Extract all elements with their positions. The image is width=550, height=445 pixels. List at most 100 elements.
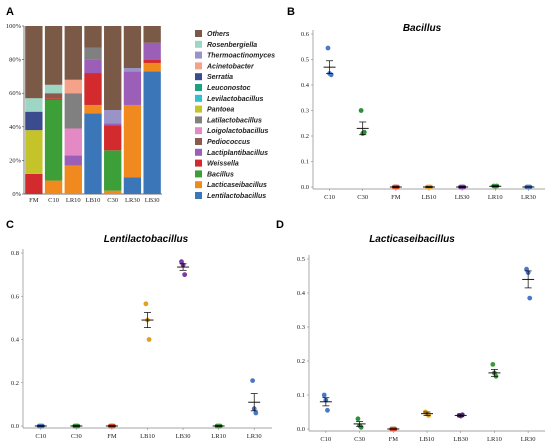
data-point (250, 378, 256, 383)
bar-segment (104, 150, 122, 191)
legend-swatch (195, 30, 202, 37)
legend-label: Lacticaseibacillus (207, 182, 267, 189)
bar-segment (25, 130, 43, 174)
scatter-plot-lacticaseibacillus: Lacticaseibacillus 0.0 0.1 0.2 0.3 0.4 0.5 C10… (297, 234, 545, 443)
y-tick-label: 0.6 (11, 293, 20, 300)
bar-segment (44, 84, 63, 94)
legend-label: Pediococcus (207, 139, 250, 146)
x-tick-label: FM (391, 194, 401, 201)
legend-label: Lentilactobacillus (207, 193, 266, 200)
bar-segment (143, 26, 161, 43)
data-point (143, 301, 149, 307)
legend-label: Rosenbergiella (207, 42, 257, 49)
bar-segment (64, 155, 82, 166)
scatter-plot-body: 0.0 0.1 0.2 0.3 0.4 0.5 0.6 C10 C30 FM LB10 LB30 LR1… (301, 30, 545, 201)
legend-swatch (195, 94, 202, 102)
data-point (527, 295, 533, 301)
data-point (146, 337, 152, 342)
legend-swatch (195, 127, 202, 135)
bar-segment (123, 68, 142, 72)
bar-segment (64, 93, 82, 129)
x-tick-label: LB30 (176, 433, 191, 440)
x-tick-label: LR10 (211, 433, 226, 440)
bar-segment (84, 73, 102, 105)
x-tick-label: LB10 (140, 433, 155, 440)
bar-segment (104, 123, 122, 126)
legend-swatch (195, 159, 202, 167)
y-tick-label: 0.2 (301, 133, 309, 140)
bar-chart-axis: 0% 20% 40% 60% 80% 100% FM C10 LR10 LB10 C30 LR30 LB… (6, 23, 162, 204)
x-tick-label: C10 (35, 433, 46, 440)
legend-label: Weissella (207, 161, 239, 168)
bar-segment (143, 42, 161, 60)
plot-title-bacillus: Bacillus (403, 23, 442, 34)
bar-segment (84, 26, 102, 48)
bar-segment (104, 190, 122, 194)
data-point (459, 412, 465, 418)
legend-swatch (195, 116, 202, 124)
y-tick-label: 0.0 (301, 184, 309, 191)
panel-letter-d: D (276, 219, 284, 231)
panel-letter-c: C (6, 219, 14, 231)
x-tick-label: C30 (107, 197, 118, 204)
bar-segment (84, 47, 102, 60)
bar-segment (25, 173, 43, 194)
bar-segment (64, 79, 82, 94)
y-tick-label: 60% (9, 90, 22, 97)
x-tick-label: C30 (357, 194, 368, 201)
bar-segment (84, 104, 102, 114)
data-point (490, 362, 496, 367)
x-tick-label: FM (29, 197, 39, 204)
y-tick-label: 40% (9, 124, 22, 131)
bar-chart-bars (25, 26, 161, 194)
x-tick-label: LR30 (521, 194, 536, 201)
x-tick-label: LB30 (455, 194, 470, 201)
legend-swatch (195, 84, 202, 91)
x-tick-label: LR30 (125, 197, 140, 204)
legend-swatch (195, 148, 202, 156)
bar-chart-legend: Others Rosenbergiella Thermoactinomyces Aci… (195, 30, 275, 200)
bar-segment (104, 26, 122, 110)
bar-segment (123, 26, 142, 68)
legend-label: Pantoea (207, 107, 234, 114)
x-tick-label: FM (107, 433, 117, 440)
bar-segment (84, 59, 102, 74)
legend-swatch (195, 62, 202, 70)
y-tick-label: 0.0 (11, 423, 19, 430)
legend-label: Thermoactinomyces (207, 53, 275, 60)
legend-swatch (195, 51, 202, 59)
y-tick-label: 0.4 (11, 337, 20, 344)
data-point (182, 272, 188, 278)
y-tick-label: 0.1 (297, 392, 305, 399)
scatter-plot-bacillus: Bacillus 0.0 0.1 0.2 0.3 0.4 0.5 0.6 C10 C30 FM LB… (301, 23, 545, 201)
x-tick-label: LB10 (420, 436, 435, 443)
data-point (361, 129, 367, 135)
legend-swatch (195, 181, 202, 189)
y-tick-label: 0.8 (11, 250, 19, 257)
legend-swatch (195, 105, 202, 113)
y-tick-label: 0.3 (297, 324, 305, 331)
bar-segment (64, 128, 82, 156)
x-tick-label: LR10 (488, 194, 503, 201)
legend-swatch (195, 192, 202, 199)
legend-label: Levilactobacillus (207, 96, 264, 103)
y-tick-label: 0.5 (297, 256, 305, 263)
x-tick-label: C10 (324, 194, 335, 201)
bar-segment (44, 93, 63, 99)
x-tick-label: C30 (354, 436, 365, 443)
x-tick-label: LB10 (422, 194, 437, 201)
stacked-bar-chart: 0% 20% 40% 60% 80% 100% FM C10 LR10 LB10 C30 LR30 LB… (6, 23, 275, 204)
legend-swatch (195, 170, 202, 178)
bar-segment (143, 62, 161, 72)
y-tick-label: 0.4 (297, 290, 306, 297)
legend-swatch (195, 138, 202, 145)
plot-title-lentilactobacillus: Lentilactobacillus (104, 234, 189, 245)
bar-segment (104, 125, 122, 151)
data-point (253, 410, 259, 416)
plot-title-lacticaseibacillus: Lacticaseibacillus (369, 234, 455, 245)
y-tick-label: 0.2 (11, 380, 19, 387)
y-tick-label: 20% (9, 157, 22, 164)
bar-segment (84, 113, 102, 194)
x-tick-label: C10 (48, 197, 59, 204)
